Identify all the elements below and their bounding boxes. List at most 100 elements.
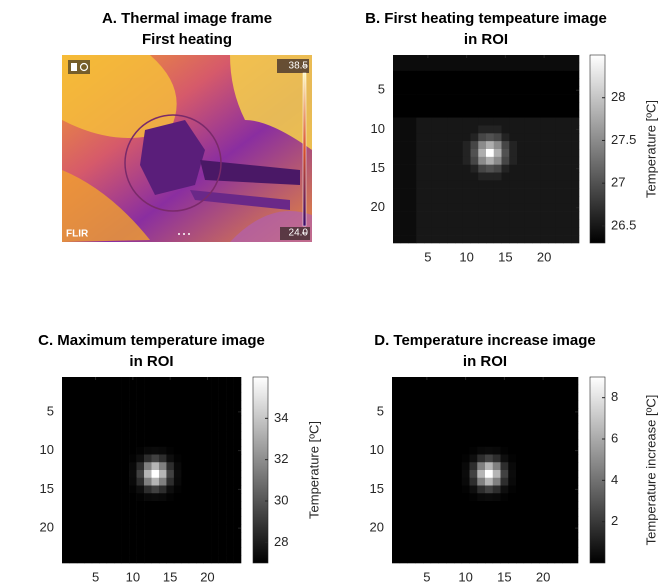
x-tick-label: 5 — [423, 569, 430, 584]
colorbar-tick-label: 30 — [274, 492, 288, 507]
heatmap-cell — [539, 446, 548, 455]
heatmap-cell — [136, 524, 145, 533]
heatmap-cell — [62, 439, 70, 448]
heatmap-cell — [455, 109, 464, 118]
heatmap-cell — [392, 454, 401, 463]
heatmap-cell — [151, 377, 160, 386]
heatmap-cell — [99, 384, 108, 393]
heatmap-cell — [523, 423, 532, 432]
heatmap-cell — [454, 454, 463, 463]
heatmap-cell — [500, 415, 509, 424]
heatmap-cell — [439, 156, 448, 165]
heatmap-cell — [447, 156, 456, 165]
heatmap-cell — [571, 227, 580, 236]
heatmap-cell — [540, 141, 549, 150]
heatmap-cell — [399, 400, 408, 409]
heatmap-cell — [501, 203, 510, 212]
heatmap-cell — [477, 439, 486, 448]
heatmap-cell — [151, 439, 160, 448]
heatmap-cell — [501, 117, 510, 126]
heatmap-cell — [461, 493, 470, 502]
heatmap-cell — [531, 462, 540, 471]
heatmap-cell — [408, 102, 417, 111]
heatmap-cell — [84, 524, 93, 533]
heatmap-cell — [99, 423, 108, 432]
heatmap-cell — [392, 485, 401, 494]
heatmap-cell — [226, 539, 234, 548]
heatmap-cell — [570, 415, 579, 424]
heatmap-cell — [218, 485, 227, 494]
heatmap-cell — [218, 392, 227, 401]
heatmap-cell — [158, 508, 167, 517]
heatmap-cell — [524, 86, 533, 95]
heatmap-cell — [524, 164, 533, 173]
heatmap-cell — [431, 156, 440, 165]
heatmap-cell — [129, 493, 137, 502]
heatmap-cell — [455, 125, 464, 134]
heatmap-cell — [532, 62, 541, 71]
y-tick-label: 15 — [40, 481, 54, 496]
heatmap-cell — [500, 431, 509, 440]
heatmap-cell — [539, 493, 548, 502]
heatmap-cell — [563, 227, 572, 236]
heatmap-cell — [500, 400, 509, 409]
heatmap-cell — [548, 62, 557, 71]
heatmap-cell — [407, 408, 416, 417]
heatmap-cell — [129, 415, 137, 424]
heatmap-cell — [439, 180, 448, 189]
heatmap-cell — [470, 133, 479, 142]
heatmap-cell — [517, 94, 526, 103]
heatmap-cell — [129, 392, 137, 401]
heatmap-cell — [547, 423, 556, 432]
heatmap-cell — [91, 508, 100, 517]
heatmap-cell — [461, 423, 470, 432]
heatmap-cell — [408, 109, 417, 118]
y-tick-label: 20 — [371, 199, 385, 214]
heatmap-cell — [408, 62, 417, 71]
heatmap-cell — [114, 408, 122, 417]
y-tick-label: 15 — [370, 481, 384, 496]
heatmap-cell — [181, 423, 190, 432]
heatmap-cell — [114, 493, 122, 502]
heatmap-cell — [508, 493, 517, 502]
heatmap-cell — [571, 117, 580, 126]
heatmap-cell — [461, 501, 470, 510]
heatmap-cell — [517, 164, 526, 173]
heatmap-cell — [400, 180, 409, 189]
heatmap-cell — [500, 524, 509, 533]
heatmap-cell — [486, 117, 495, 126]
heatmap-cell — [547, 508, 556, 517]
heatmap-cell — [226, 555, 234, 564]
heatmap-cell — [462, 86, 471, 95]
heatmap-cell — [478, 117, 487, 126]
heatmap-cell — [539, 415, 548, 424]
heatmap-cell — [540, 180, 549, 189]
heatmap-cell — [407, 462, 416, 471]
heatmap-cell — [438, 508, 447, 517]
heatmap-cell — [423, 501, 432, 510]
heatmap-cell — [532, 55, 541, 64]
heatmap-cell — [469, 415, 478, 424]
heatmap-cell — [486, 141, 495, 150]
heatmap-cell — [84, 532, 93, 541]
heatmap-cell — [151, 415, 160, 424]
heatmap-cell — [562, 400, 571, 409]
heatmap-cell — [400, 235, 409, 244]
heatmap-cell — [539, 532, 548, 541]
heatmap-cell — [554, 555, 563, 564]
heatmap-cell — [166, 485, 175, 494]
heatmap-cell — [424, 94, 433, 103]
heatmap-cell — [181, 524, 190, 533]
heatmap-cell — [438, 439, 447, 448]
heatmap-cell — [454, 547, 463, 556]
heatmap-cell — [462, 196, 471, 205]
heatmap-cell — [562, 446, 571, 455]
heatmap-cell — [516, 392, 525, 401]
heatmap-cell — [462, 94, 471, 103]
heatmap-cell — [233, 508, 242, 517]
heatmap-cell — [516, 477, 525, 486]
heatmap-cell — [173, 431, 182, 440]
colorbar — [589, 54, 606, 244]
heatmap-cell — [424, 78, 433, 87]
heatmap-cell — [469, 501, 478, 510]
